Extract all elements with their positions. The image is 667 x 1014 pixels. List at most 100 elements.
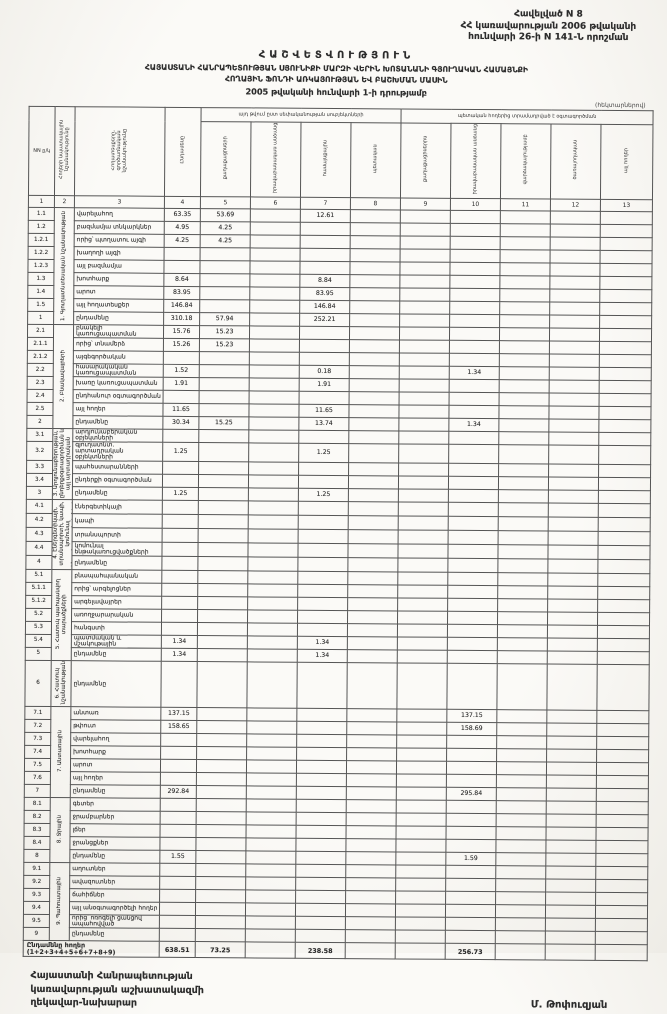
value-cell — [159, 876, 196, 890]
value-cell — [350, 236, 401, 250]
value-cell — [498, 406, 550, 420]
value-cell — [248, 475, 299, 489]
value-cell — [295, 851, 346, 865]
value-cell — [159, 902, 196, 916]
row-number-cell: 7.6 — [24, 771, 51, 785]
value-cell — [196, 720, 247, 735]
value-cell — [546, 801, 597, 815]
land-type-cell: պատմական և մշակութային — [71, 634, 162, 649]
column-number: 9 — [400, 198, 451, 211]
value-cell — [346, 747, 397, 762]
value-cell — [596, 736, 649, 751]
value-cell: 12.61 — [300, 209, 351, 224]
value-cell — [297, 584, 348, 598]
category-cell: 5. Հատուկ պահպանվող տարածքների — [51, 569, 72, 661]
value-cell — [199, 352, 250, 366]
value-cell — [495, 826, 547, 841]
value-cell — [397, 610, 448, 625]
value-cell — [298, 475, 349, 490]
value-cell — [446, 761, 497, 775]
value-cell — [246, 747, 297, 761]
value-cell — [346, 773, 397, 788]
value-cell: 83.95 — [299, 287, 350, 302]
value-cell — [498, 419, 549, 433]
land-type-cell: գյուղատնտ. արտադրական օբյեկտների — [72, 442, 163, 462]
value-cell — [396, 813, 447, 827]
value-cell — [448, 516, 499, 531]
value-cell — [497, 585, 548, 600]
value-cell — [397, 636, 448, 651]
value-cell — [346, 662, 398, 710]
value-cell — [199, 378, 250, 392]
value-cell — [249, 378, 300, 392]
value-cell — [161, 609, 198, 623]
value-cell — [347, 543, 399, 559]
value-cell — [297, 557, 348, 572]
value-cell — [345, 851, 396, 866]
scanned-document-page: Հավելված N 8 ՀՀ կառավարության 2006 թվակա… — [0, 6, 667, 1011]
row-number-cell: 1.3 — [27, 272, 54, 287]
value-cell — [498, 503, 549, 518]
value-cell — [295, 916, 346, 930]
land-type-cell: որից՝ ոռոգելի ցանցով ապահովված — [69, 914, 160, 929]
value-cell — [596, 788, 649, 803]
value-cell — [447, 598, 498, 612]
value-cell — [497, 611, 548, 626]
value-cell — [546, 788, 597, 802]
land-fund-table: NN ը/կ Հողերի նպատակային նշանակությունը … — [23, 106, 654, 962]
value-cell — [199, 287, 250, 301]
value-cell — [395, 917, 446, 931]
value-cell — [350, 223, 401, 237]
value-cell — [396, 761, 447, 775]
value-cell — [298, 430, 349, 445]
row-number-cell: 3.2 — [26, 441, 53, 462]
value-cell — [346, 721, 397, 736]
category-label: 8. Ջրային — [56, 815, 64, 844]
value-cell — [197, 570, 248, 584]
value-cell — [398, 530, 449, 545]
value-cell — [246, 721, 297, 735]
category-label: 1. Գյուղատնտեսական նշանակության — [60, 210, 68, 321]
value-cell — [345, 825, 397, 840]
value-cell — [600, 211, 653, 226]
value-cell — [498, 517, 549, 532]
value-cell — [395, 878, 446, 892]
value-cell — [345, 916, 396, 931]
value-cell — [163, 351, 200, 366]
value-cell — [595, 879, 648, 894]
value-cell — [396, 722, 447, 736]
value-cell — [598, 445, 651, 466]
land-type-cell: ընդամենը — [69, 849, 160, 864]
value-cell — [549, 341, 600, 355]
value-cell — [198, 528, 249, 544]
value-cell: 8.64 — [163, 273, 200, 288]
value-cell — [599, 380, 652, 395]
value-cell: 11.65 — [162, 403, 200, 418]
value-cell — [159, 915, 196, 929]
land-type-cell: ընդամենը — [70, 660, 162, 708]
value-cell: 1.34 — [448, 418, 499, 433]
value-cell — [498, 432, 549, 446]
land-type-cell: անտառ — [70, 707, 161, 721]
value-cell — [595, 827, 649, 842]
header-col-other: այլ հողեր — [600, 124, 654, 201]
value-cell — [398, 463, 449, 477]
value-cell — [296, 734, 347, 748]
land-type-cell: առողջարարական — [71, 608, 162, 623]
land-type-cell: կապի — [72, 514, 163, 529]
land-type-cell: թփուտ — [70, 720, 161, 734]
header-total: Ընդամենը — [164, 107, 202, 198]
row-number-cell: 5.4 — [25, 634, 52, 648]
value-cell — [448, 502, 499, 518]
value-cell — [596, 801, 649, 816]
value-cell — [161, 596, 198, 610]
value-cell — [196, 746, 247, 761]
value-cell — [398, 476, 449, 490]
appendix-line: հունվարի 26-ի N 141-Ն որոշման — [468, 32, 629, 44]
value-cell: 292.84 — [160, 785, 197, 799]
land-type-cell: արոտ — [70, 758, 161, 773]
value-cell — [299, 391, 350, 406]
value-cell — [245, 864, 296, 878]
value-cell — [447, 637, 498, 651]
value-cell — [299, 339, 350, 354]
